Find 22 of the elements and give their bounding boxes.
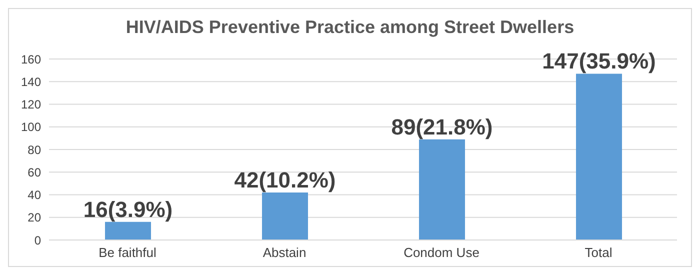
x-tick-label: Be faithful <box>98 245 157 260</box>
y-tick-label: 120 <box>20 98 42 112</box>
y-tick-label: 0 <box>34 233 42 248</box>
y-tick-label: 40 <box>28 188 42 202</box>
bar <box>262 192 308 240</box>
y-tick-label: 100 <box>20 120 42 134</box>
x-tick-label: Total <box>584 245 612 260</box>
x-tick-label: Condom Use <box>404 245 480 260</box>
y-tick-label: 140 <box>20 74 42 89</box>
y-tick-label: 160 <box>20 52 42 66</box>
bar <box>576 74 622 240</box>
data-label: 42(10.2%) <box>234 167 336 192</box>
data-label: 16(3.9%) <box>83 196 173 222</box>
bar <box>105 222 151 240</box>
bar <box>419 139 465 240</box>
data-label: 89(21.8%) <box>391 114 493 140</box>
y-tick-label: 20 <box>28 210 42 225</box>
x-tick-label: Abstain <box>262 245 306 260</box>
y-tick-label: 80 <box>28 142 42 157</box>
chart-title: HIV/AIDS Preventive Practice among Street Dwellers <box>124 17 576 39</box>
data-label: 147(35.9%) <box>542 48 656 74</box>
y-tick-label: 60 <box>28 165 42 180</box>
